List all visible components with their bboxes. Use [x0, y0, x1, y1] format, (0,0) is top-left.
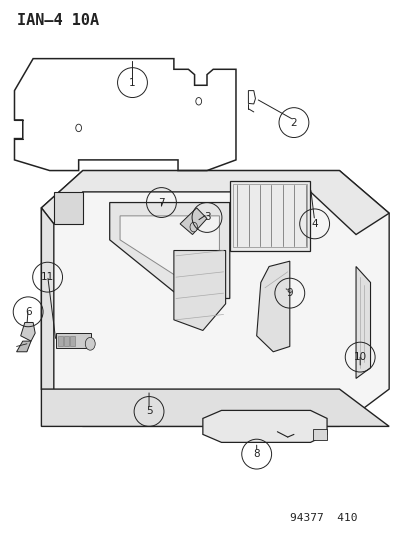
Polygon shape — [54, 192, 83, 224]
Polygon shape — [202, 410, 326, 442]
Polygon shape — [355, 266, 370, 378]
Polygon shape — [64, 336, 69, 346]
Text: 5: 5 — [145, 407, 152, 416]
Polygon shape — [41, 171, 388, 426]
Circle shape — [85, 337, 95, 350]
Polygon shape — [109, 203, 229, 298]
Text: 10: 10 — [353, 352, 366, 362]
Text: 6: 6 — [25, 307, 31, 317]
Polygon shape — [256, 261, 289, 352]
Polygon shape — [58, 336, 63, 346]
Text: 94377  410: 94377 410 — [289, 513, 356, 523]
Polygon shape — [56, 333, 91, 348]
Text: 9: 9 — [286, 288, 292, 298]
Polygon shape — [70, 336, 75, 346]
Circle shape — [190, 222, 197, 232]
Text: 7: 7 — [158, 198, 164, 207]
Polygon shape — [17, 341, 31, 352]
Polygon shape — [120, 216, 219, 285]
Text: 4: 4 — [311, 219, 317, 229]
Text: IAN–4 10A: IAN–4 10A — [17, 13, 98, 28]
Text: 2: 2 — [290, 118, 297, 127]
Polygon shape — [229, 181, 310, 251]
Polygon shape — [41, 171, 388, 235]
Text: 8: 8 — [253, 449, 259, 459]
Text: 1: 1 — [129, 78, 135, 87]
Polygon shape — [41, 208, 54, 405]
Polygon shape — [312, 429, 326, 440]
Polygon shape — [173, 251, 225, 330]
Text: 3: 3 — [203, 213, 210, 222]
Text: 11: 11 — [41, 272, 54, 282]
Polygon shape — [41, 389, 388, 426]
Polygon shape — [21, 322, 35, 341]
Polygon shape — [180, 208, 206, 235]
